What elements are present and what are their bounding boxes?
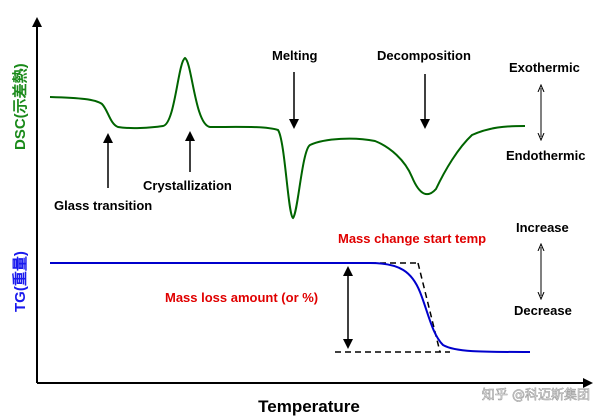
x-axis-label: Temperature xyxy=(258,397,360,416)
dsc-curve xyxy=(49,56,526,220)
exothermic-label: Exothermic xyxy=(509,60,580,75)
tg-curve xyxy=(50,262,531,353)
y-lower-label: TG(重量) xyxy=(11,251,29,312)
y-upper-label: DSC(示差熱) xyxy=(11,63,29,150)
crystallization-label: Crystallization xyxy=(143,178,232,193)
mass-loss-amount-label: Mass loss amount (or %) xyxy=(165,290,318,305)
decrease-label: Decrease xyxy=(514,303,572,318)
mass-change-start-label: Mass change start temp xyxy=(338,231,486,246)
melting-label: Melting xyxy=(272,48,318,63)
decomposition-label: Decomposition xyxy=(377,48,471,63)
glass-transition-label: Glass transition xyxy=(54,198,152,213)
tg-tangent-dash xyxy=(417,262,441,353)
watermark: 知乎 @科迈斯集团 xyxy=(482,387,590,403)
endothermic-label: Endothermic xyxy=(506,148,585,163)
increase-label: Increase xyxy=(516,220,569,235)
